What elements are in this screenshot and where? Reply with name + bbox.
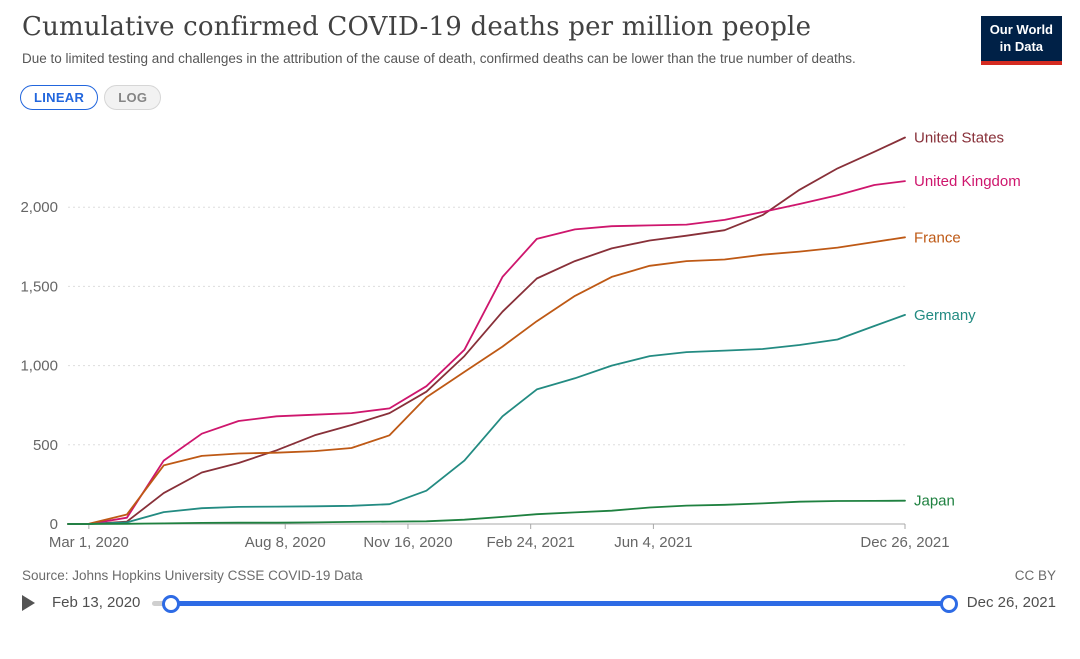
- y-tick-label: 1,500: [20, 278, 58, 295]
- series-line-germany[interactable]: [67, 313, 906, 525]
- y-tick-label: 1,000: [20, 357, 58, 374]
- page-subtitle: Due to limited testing and challenges in…: [22, 51, 856, 66]
- timeline-start-date: Feb 13, 2020: [52, 594, 141, 612]
- owid-logo-line2: in Data: [999, 38, 1044, 54]
- series-line-united-kingdom[interactable]: [67, 179, 906, 525]
- slider-handle-start[interactable]: [162, 594, 181, 613]
- log-scale-button[interactable]: LOG: [104, 84, 162, 110]
- title-block: Cumulative confirmed COVID-19 deaths per…: [22, 12, 856, 69]
- slider-range-fill: [168, 600, 951, 606]
- timeline-slider[interactable]: [152, 593, 958, 613]
- y-tick-label: 2,000: [20, 199, 58, 216]
- x-tick-label: Aug 8, 2020: [245, 534, 326, 551]
- linear-scale-button[interactable]: LINEAR: [20, 84, 99, 110]
- x-tick-label: Feb 24, 2021: [486, 534, 574, 551]
- series-end-label[interactable]: United Kingdom: [914, 173, 1021, 190]
- series-line-united-states[interactable]: [67, 136, 906, 525]
- source-text: Source: Johns Hopkins University CSSE CO…: [22, 567, 363, 583]
- chart-area: 0 500 1,000 1,500 2,000 Mar 1, 2020 Aug 8, 202…: [0, 112, 1080, 562]
- x-tick-label: Dec 26, 2021: [860, 534, 949, 551]
- play-icon: [22, 594, 35, 611]
- footer: Source: Johns Hopkins University CSSE CO…: [0, 562, 1080, 583]
- y-tick-label: 500: [33, 436, 58, 453]
- owid-logo: Our World in Data: [980, 16, 1062, 65]
- line-chart[interactable]: 0 500 1,000 1,500 2,000 Mar 1, 2020 Aug 8, 202…: [0, 112, 1080, 557]
- series-line-france[interactable]: [67, 235, 906, 525]
- timeline-end-date: Dec 26, 2021: [966, 594, 1056, 612]
- timeline: Feb 13, 2020 Dec 26, 2021: [0, 583, 1080, 613]
- series-end-label[interactable]: France: [914, 229, 961, 246]
- y-tick-label: 0: [50, 516, 58, 533]
- header: Cumulative confirmed COVID-19 deaths per…: [0, 0, 1080, 69]
- owid-logo-line1: Our World: [989, 22, 1053, 37]
- x-tick-label: Nov 16, 2020: [363, 534, 452, 551]
- series-end-label[interactable]: Japan: [914, 492, 955, 509]
- series-end-label[interactable]: United States: [914, 129, 1004, 146]
- series-line-japan[interactable]: [67, 499, 906, 525]
- x-tick-label: Mar 1, 2020: [49, 534, 129, 551]
- slider-handle-end[interactable]: [939, 594, 958, 613]
- series-end-label[interactable]: Germany: [914, 306, 976, 323]
- x-tick-label: Jun 4, 2021: [614, 534, 692, 551]
- scale-toggle: LINEAR LOG: [20, 84, 1080, 110]
- license-text: CC BY: [1014, 567, 1056, 583]
- play-button[interactable]: [22, 594, 40, 612]
- page-title: Cumulative confirmed COVID-19 deaths per…: [22, 12, 812, 42]
